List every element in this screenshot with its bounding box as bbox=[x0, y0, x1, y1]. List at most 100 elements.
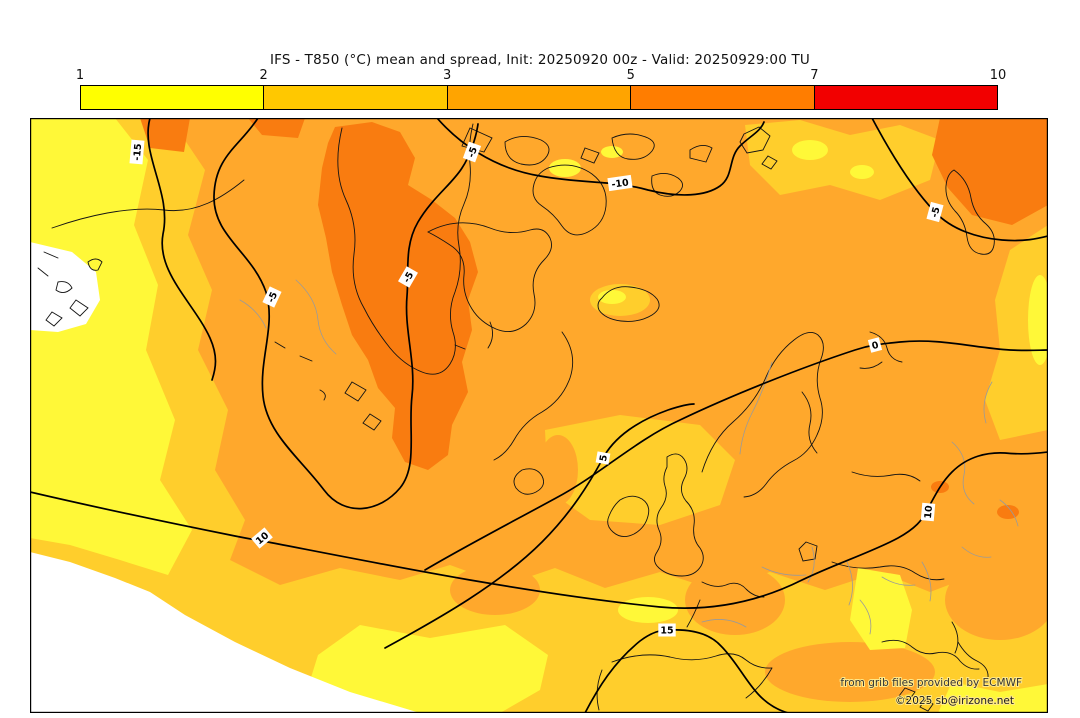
isotherm-label-value: 0 bbox=[871, 340, 881, 352]
isotherm-label: -10 bbox=[607, 174, 633, 192]
coastline bbox=[701, 331, 824, 498]
isotherm-line-minus5 bbox=[871, 118, 1048, 242]
spread-region-yellow bbox=[850, 568, 912, 650]
coastline bbox=[461, 127, 550, 166]
isotherm-label: 10 bbox=[920, 502, 936, 522]
spread-region-yellow bbox=[598, 290, 626, 304]
isotherm-label: 5 bbox=[595, 451, 611, 465]
coastline bbox=[513, 468, 544, 495]
spread-region-orange bbox=[450, 565, 540, 615]
coastline bbox=[898, 687, 934, 712]
spread-region-yellow bbox=[300, 625, 548, 713]
spread-region-yellow bbox=[1028, 275, 1048, 365]
isotherm-line-minus5 bbox=[213, 118, 479, 510]
spread-region-yellow bbox=[549, 159, 581, 177]
spread-region-orange bbox=[945, 560, 1048, 640]
isotherm-label-value: -5 bbox=[266, 290, 280, 304]
spread-region-orange bbox=[685, 565, 785, 635]
colorbar-segment bbox=[81, 86, 265, 109]
isotherm-label-box bbox=[658, 623, 676, 637]
colorbar-tick-label: 1 bbox=[75, 68, 85, 83]
colorbar-tick-label: 2 bbox=[259, 68, 268, 83]
attribution-copyright: ©2025 sb@irizone.net bbox=[895, 695, 1014, 707]
coastline bbox=[798, 541, 818, 562]
coastline bbox=[532, 164, 607, 236]
spread-region-dark-orange bbox=[248, 118, 305, 138]
border-line bbox=[701, 381, 1019, 635]
colorbar-tick-label: 5 bbox=[626, 68, 635, 83]
spread-region-below-min bbox=[30, 552, 420, 713]
isotherm-label: -5 bbox=[398, 266, 418, 288]
isotherm-label-box bbox=[398, 266, 418, 288]
isotherm-label-value: -5 bbox=[401, 270, 416, 285]
border-line bbox=[239, 279, 337, 355]
coastline bbox=[274, 341, 466, 401]
spread-region-golden bbox=[545, 415, 735, 525]
spread-region-yellow bbox=[792, 140, 828, 160]
spread-region-golden bbox=[745, 120, 940, 200]
isotherm-label-box bbox=[129, 139, 145, 165]
border-line bbox=[739, 361, 773, 455]
colorbar-segment bbox=[447, 86, 632, 109]
isotherm-label-box bbox=[462, 141, 482, 163]
isotherm-label-box bbox=[867, 337, 883, 353]
isotherm-line-5 bbox=[384, 403, 695, 649]
spread-region-orange bbox=[538, 435, 578, 505]
spread-region-dark-orange bbox=[140, 118, 190, 152]
isotherm-label-box bbox=[595, 451, 611, 465]
coastline bbox=[580, 145, 713, 164]
spread-region-golden bbox=[985, 225, 1048, 440]
isotherm-label-value: -5 bbox=[929, 206, 942, 219]
isotherm-label-value: 5 bbox=[598, 454, 610, 462]
spread-region-yellow bbox=[30, 118, 192, 575]
colorbar-segment bbox=[631, 86, 815, 109]
spread-region-dark-orange bbox=[932, 118, 1048, 225]
colorbar-segment bbox=[264, 86, 448, 109]
coastline bbox=[739, 126, 778, 170]
coastline bbox=[487, 321, 493, 349]
spread-region-dark-orange bbox=[318, 122, 478, 470]
isotherm-label: -5 bbox=[926, 201, 944, 223]
isotherm-line-10 bbox=[30, 451, 1048, 609]
coastlines bbox=[37, 123, 995, 712]
coastline bbox=[686, 581, 765, 628]
spread-region-below-min bbox=[30, 242, 100, 332]
coastline bbox=[45, 281, 89, 327]
isotherm-label-box bbox=[251, 527, 273, 549]
isotherm-label-box bbox=[262, 286, 282, 308]
coastline bbox=[427, 222, 552, 333]
isotherm-line-15 bbox=[584, 629, 789, 713]
coastline bbox=[801, 391, 818, 454]
map-frame bbox=[30, 118, 1048, 713]
country-borders bbox=[239, 279, 1019, 635]
isotherm-label: -5 bbox=[262, 286, 282, 308]
colorbar-tick-label: 10 bbox=[989, 68, 1007, 83]
coastline bbox=[945, 169, 995, 255]
isotherm-label-box bbox=[926, 201, 944, 223]
coastline bbox=[344, 381, 382, 431]
coastline bbox=[597, 286, 660, 322]
isotherm-line-minus15 bbox=[147, 118, 217, 381]
spread-region-yellow bbox=[601, 146, 623, 158]
isotherm-lines bbox=[30, 118, 1048, 713]
isotherm-label: 15 bbox=[658, 623, 676, 637]
isotherm-line-0 bbox=[424, 340, 1048, 571]
spread-region-yellow bbox=[938, 682, 1048, 713]
border-line bbox=[761, 546, 992, 606]
attribution-source: from grib files provided by ECMWF bbox=[840, 677, 1022, 689]
coastline bbox=[607, 495, 650, 537]
colorbar-tick-label: 7 bbox=[810, 68, 819, 83]
isotherm-label-box bbox=[607, 174, 633, 192]
spread-region-orange bbox=[765, 642, 935, 702]
isotherm-label-value: -5 bbox=[466, 145, 480, 159]
colorbar-tick-label: 3 bbox=[443, 68, 452, 83]
isotherm-label: 0 bbox=[867, 337, 883, 353]
coastline bbox=[859, 331, 903, 369]
colorbar-scale bbox=[80, 85, 998, 110]
spread-region-yellow bbox=[850, 165, 874, 179]
coastline bbox=[37, 251, 103, 277]
coastline bbox=[654, 453, 704, 577]
